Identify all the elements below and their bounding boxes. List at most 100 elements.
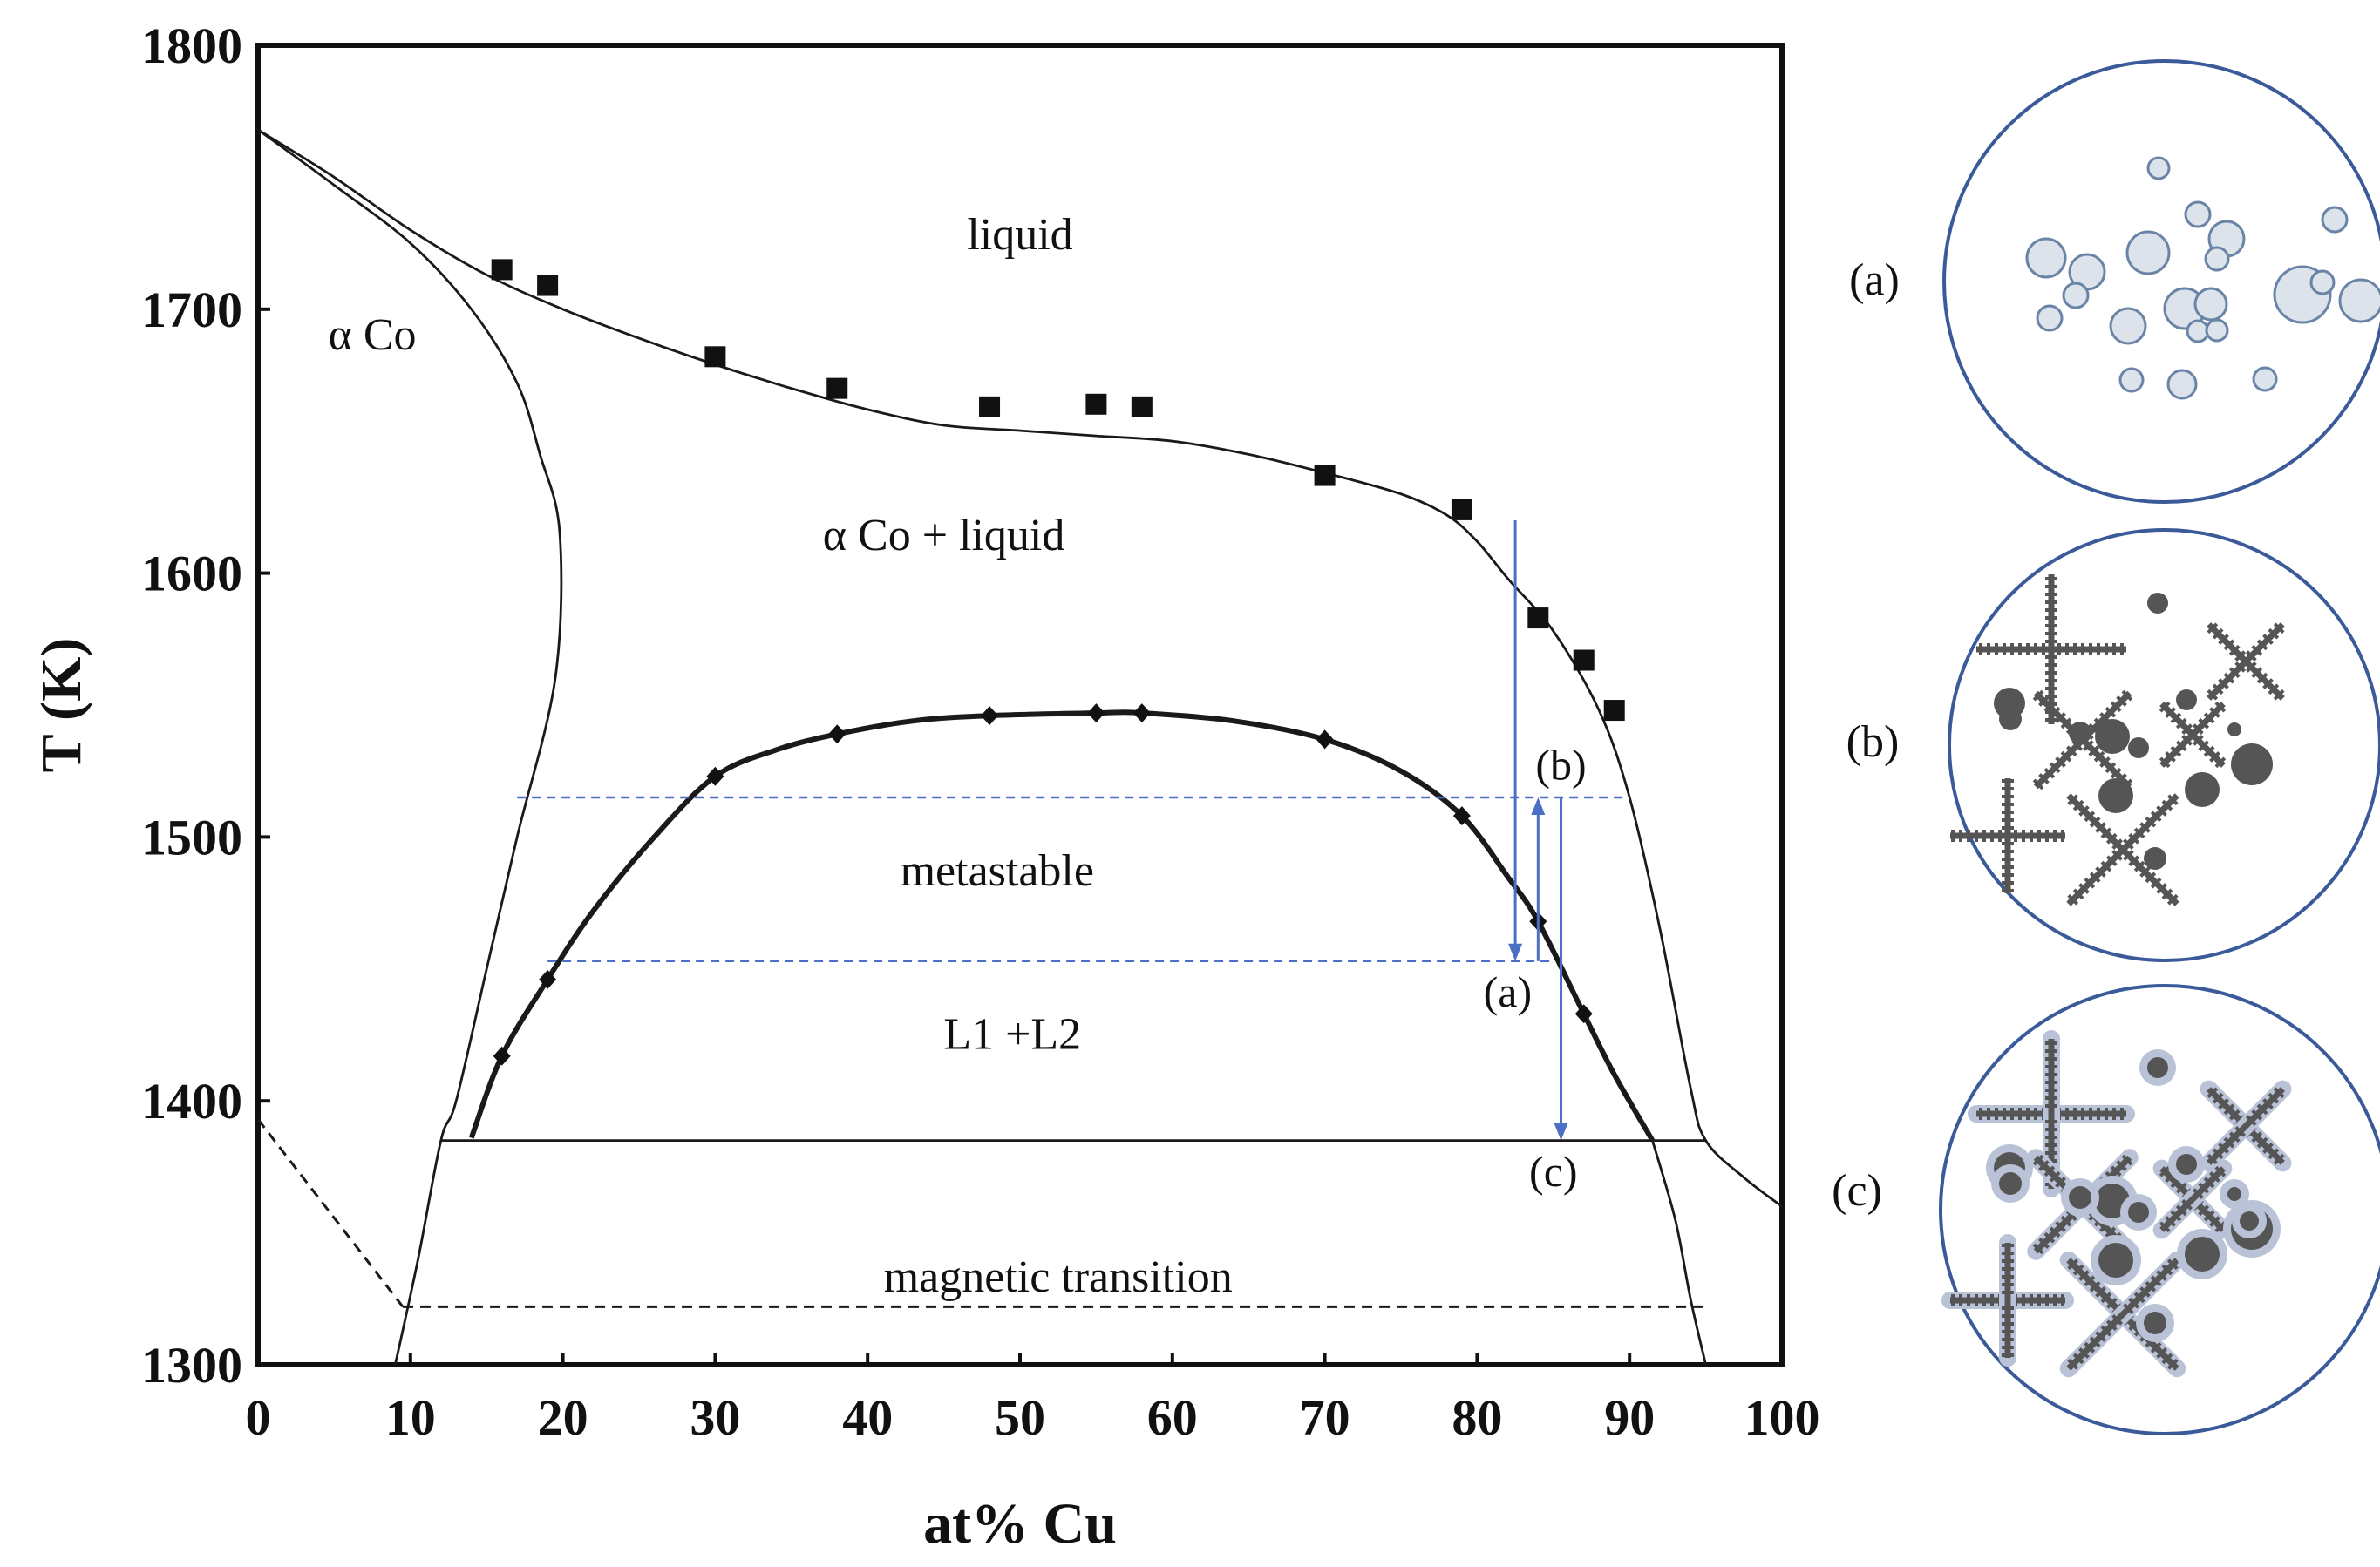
curve-miscibility-gap <box>468 709 1656 1143</box>
miscibility-data-point <box>706 766 724 786</box>
miscibility-data-point <box>1574 1004 1593 1024</box>
x-tick-label: 30 <box>690 1389 740 1446</box>
x-tick-label: 90 <box>1604 1389 1655 1446</box>
liquidus-data-point <box>1527 607 1549 629</box>
liquidus-data-point <box>1131 396 1153 417</box>
panel-label-b: (b) <box>1846 717 1900 767</box>
liquidus-data-point <box>491 259 513 281</box>
panel-circle-a <box>1942 59 2380 504</box>
microstructure-panel-b: (b) <box>1846 528 2380 962</box>
annotation-c: (c) <box>1529 1147 1578 1196</box>
arrow-cooling-to-a- <box>1508 520 1523 961</box>
droplet <box>2321 206 2349 234</box>
x-axis-title: at% Cu <box>923 1492 1117 1556</box>
annotation-l1-l2: L1 +L2 <box>943 1010 1081 1060</box>
droplet <box>2146 156 2171 180</box>
microstructure-panel-a: (a) <box>1849 59 2380 504</box>
x-tick-label: 50 <box>995 1389 1045 1446</box>
curve-solidus <box>257 128 563 1366</box>
y-tick-label: 1700 <box>141 282 242 338</box>
dendrite <box>2066 793 2179 906</box>
droplet <box>2147 1057 2168 1078</box>
droplet <box>2098 778 2133 813</box>
droplet <box>2125 230 2171 275</box>
droplet <box>2227 722 2241 736</box>
annotation-magnetic-transition: magnetic transition <box>884 1252 1233 1302</box>
dendrite <box>2152 1159 2233 1239</box>
miscibility-data-point <box>539 969 557 989</box>
y-axis-title: T (K) <box>30 638 93 773</box>
droplet <box>2025 237 2067 279</box>
liquidus-data-point <box>979 396 1001 417</box>
microstructure-panel-c: (c) <box>1832 984 2380 1435</box>
droplet <box>2062 282 2090 309</box>
miscibility-data-point <box>1087 703 1105 723</box>
droplet <box>1999 708 2022 730</box>
x-tick-label: 60 <box>1147 1389 1198 1446</box>
droplet <box>2240 1211 2259 1231</box>
droplet <box>2193 287 2228 322</box>
dendrite <box>2059 1251 2186 1378</box>
y-tick-label: 1300 <box>141 1337 242 1394</box>
dendrites-c <box>1941 1030 2292 1378</box>
droplet <box>2095 719 2130 754</box>
x-tick-label: 40 <box>842 1389 893 1446</box>
annotation-co-liquid: α Co + liquid <box>823 511 1065 560</box>
phase-diagram-chart: 0 10 20 30 40 50 60 70 80 90 100 1300 1400 1500 1600 17… <box>30 17 1820 1556</box>
liquidus-data-point <box>537 275 559 296</box>
droplet <box>2166 369 2198 400</box>
droplet <box>2109 307 2147 345</box>
y-tick-label: 1600 <box>141 546 242 602</box>
droplet <box>2118 367 2145 393</box>
droplet <box>2069 722 2091 744</box>
curve-liquidus <box>257 128 1783 1208</box>
droplet <box>2098 1243 2133 1278</box>
droplets-a <box>2025 156 2380 400</box>
droplet <box>2147 593 2168 614</box>
panel-label-a: (a) <box>1849 255 1900 305</box>
droplet <box>2309 269 2336 295</box>
miscibility-data-point <box>1316 729 1334 750</box>
droplet <box>2185 772 2220 807</box>
curve-cu-solvus <box>1651 1140 1707 1366</box>
droplet <box>2184 200 2212 228</box>
miscibility-data-point <box>981 706 999 726</box>
droplet <box>2227 1187 2241 1201</box>
miscibility-data-point <box>493 1046 511 1066</box>
y-tick-label: 1400 <box>141 1073 242 1129</box>
x-tick-label: 80 <box>1452 1389 1502 1446</box>
droplet <box>2240 747 2259 766</box>
liquidus-data-point <box>1451 499 1472 520</box>
miscibility-data-point <box>1452 806 1471 826</box>
arrow-recalescence-to-b- <box>1531 797 1546 961</box>
x-tick-label: 20 <box>538 1389 588 1446</box>
dendrite <box>1950 778 2065 893</box>
droplet <box>2252 366 2278 392</box>
droplet <box>2176 689 2197 710</box>
panel-label-c: (c) <box>1832 1166 1882 1216</box>
dendrites-b <box>1950 574 2285 906</box>
droplet <box>2186 319 2210 343</box>
dendrite <box>1941 1234 2074 1367</box>
curve-magnetic-transition-alpha-co- <box>256 1118 405 1308</box>
droplet <box>2144 847 2166 870</box>
liquidus-data-point <box>1573 649 1595 671</box>
x-tick-label: 100 <box>1744 1389 1820 1446</box>
droplet <box>2338 278 2380 323</box>
annotation-a: (a) <box>1484 967 1533 1016</box>
miscibility-data-point <box>828 724 847 744</box>
liquidus-data-point <box>1314 465 1336 486</box>
x-tick-label: 70 <box>1300 1389 1350 1446</box>
liquidus-data-point <box>1603 700 1625 722</box>
y-tick-label: 1500 <box>141 809 242 865</box>
droplet <box>2205 318 2229 343</box>
dendrite <box>2200 1080 2292 1172</box>
droplet <box>2036 304 2064 332</box>
liquidus-data-point <box>1085 393 1107 415</box>
annotation-co: α Co <box>329 310 417 360</box>
droplet <box>2176 1154 2197 1175</box>
liquidus-data-point <box>704 346 726 368</box>
droplet <box>2144 1312 2166 1334</box>
dendrite <box>2207 622 2285 701</box>
